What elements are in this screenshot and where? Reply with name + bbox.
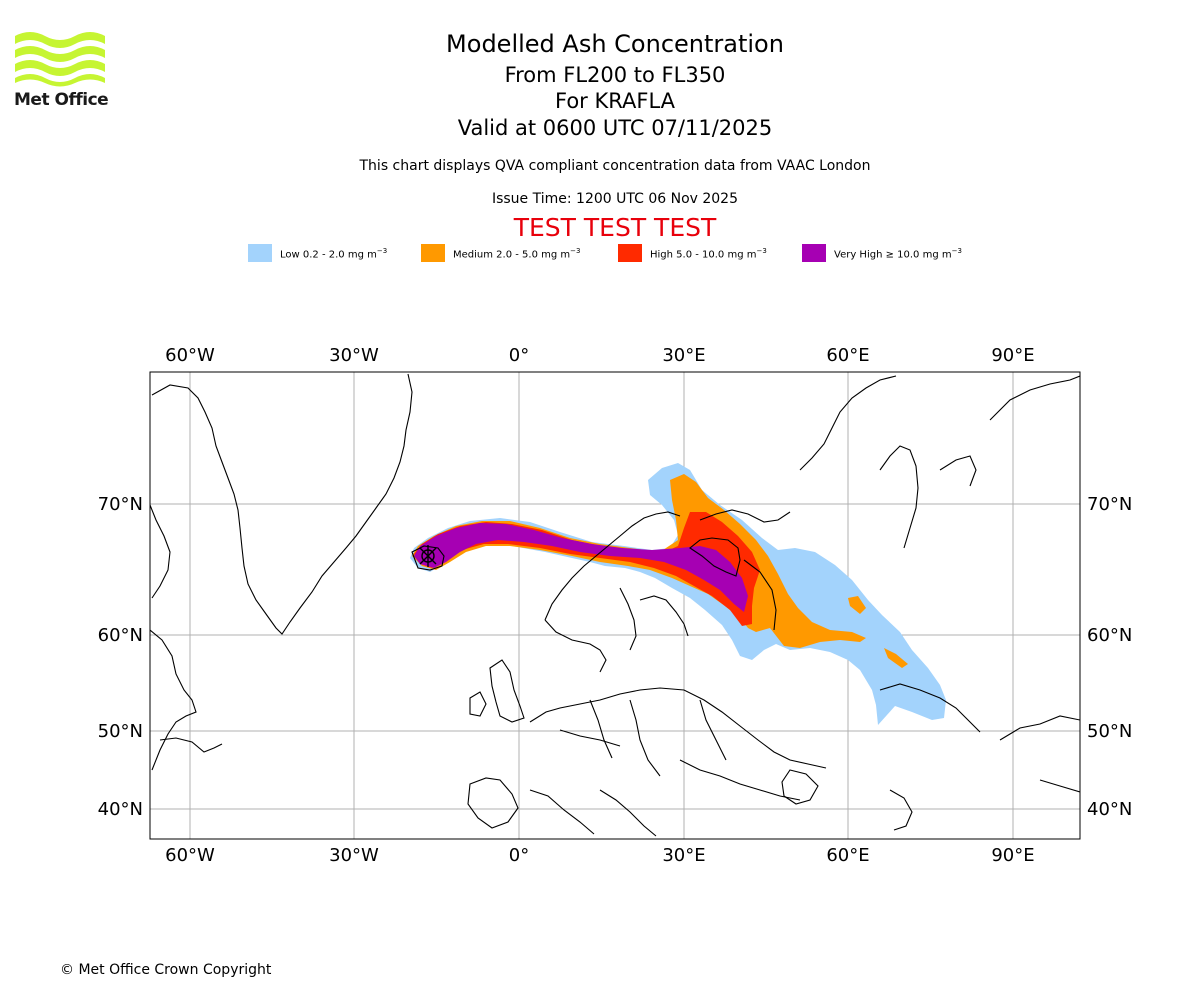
ash-plume-medium-far-east-patch	[884, 648, 908, 668]
valid-time: Valid at 0600 UTC 07/11/2025	[457, 116, 773, 140]
chart-title: Modelled Ash Concentration	[446, 30, 784, 58]
lon-label-bottom-60w: 60°W	[165, 845, 215, 866]
legend-label-very-high: Very High ≥ 10.0 mg m−3	[834, 247, 962, 261]
lat-label-left-50n: 50°N	[98, 721, 143, 742]
lon-label-top-30e: 30°E	[662, 345, 705, 366]
lat-label-right-50n: 50°N	[1087, 721, 1132, 742]
lat-label-left-60n: 60°N	[98, 625, 143, 646]
lon-label-top-0: 0°	[509, 345, 529, 366]
volcano-subtitle: For KRAFLA	[555, 89, 675, 113]
lon-label-bottom-90e: 90°E	[991, 845, 1034, 866]
test-banner: TEST TEST TEST	[513, 213, 717, 242]
legend-label-low: Low 0.2 - 2.0 mg m−3	[280, 247, 388, 261]
met-office-logo: Met Office	[12, 28, 112, 112]
ash-plume-medium-east-patch	[848, 596, 866, 614]
legend-label-medium: Medium 2.0 - 5.0 mg m−3	[453, 247, 581, 261]
lon-label-top-60w: 60°W	[165, 345, 215, 366]
lon-label-bottom-30w: 30°W	[329, 845, 379, 866]
lon-label-bottom-30e: 30°E	[662, 845, 705, 866]
legend-label-high: High 5.0 - 10.0 mg m−3	[650, 247, 767, 261]
lon-label-bottom-60e: 60°E	[826, 845, 869, 866]
volcano-marker-icon	[419, 545, 437, 567]
legend-swatch-medium	[421, 244, 445, 262]
lat-label-right-60n: 60°N	[1087, 625, 1132, 646]
chart-description: This chart displays QVA compliant concen…	[359, 158, 871, 174]
ash-plume-low	[410, 463, 946, 725]
map-gridlines	[150, 372, 1080, 839]
lat-label-left-70n: 70°N	[98, 494, 143, 515]
met-office-wave-icon	[15, 32, 105, 87]
map-background	[150, 372, 1080, 839]
lat-label-left-40n: 40°N	[98, 799, 143, 820]
lat-label-right-40n: 40°N	[1087, 799, 1132, 820]
legend-swatch-high	[618, 244, 642, 262]
met-office-logo-text: Met Office	[14, 90, 109, 110]
ash-plume-high	[414, 512, 760, 626]
concentration-legend: Low 0.2 - 2.0 mg m−3 Medium 2.0 - 5.0 mg…	[0, 244, 1200, 264]
map-frame	[149, 371, 1081, 840]
lon-label-top-90e: 90°E	[991, 345, 1034, 366]
copyright-notice: © Met Office Crown Copyright	[60, 962, 272, 978]
flight-level-subtitle: From FL200 to FL350	[504, 63, 726, 87]
ash-plume-very-high	[414, 523, 748, 612]
coastlines	[150, 373, 1080, 837]
lon-label-top-60e: 60°E	[826, 345, 869, 366]
legend-swatch-low	[248, 244, 272, 262]
legend-swatch-very-high	[802, 244, 826, 262]
lat-label-right-70n: 70°N	[1087, 494, 1132, 515]
issue-time: Issue Time: 1200 UTC 06 Nov 2025	[491, 191, 739, 207]
lon-label-bottom-0: 0°	[509, 845, 529, 866]
lon-label-top-30w: 30°W	[329, 345, 379, 366]
